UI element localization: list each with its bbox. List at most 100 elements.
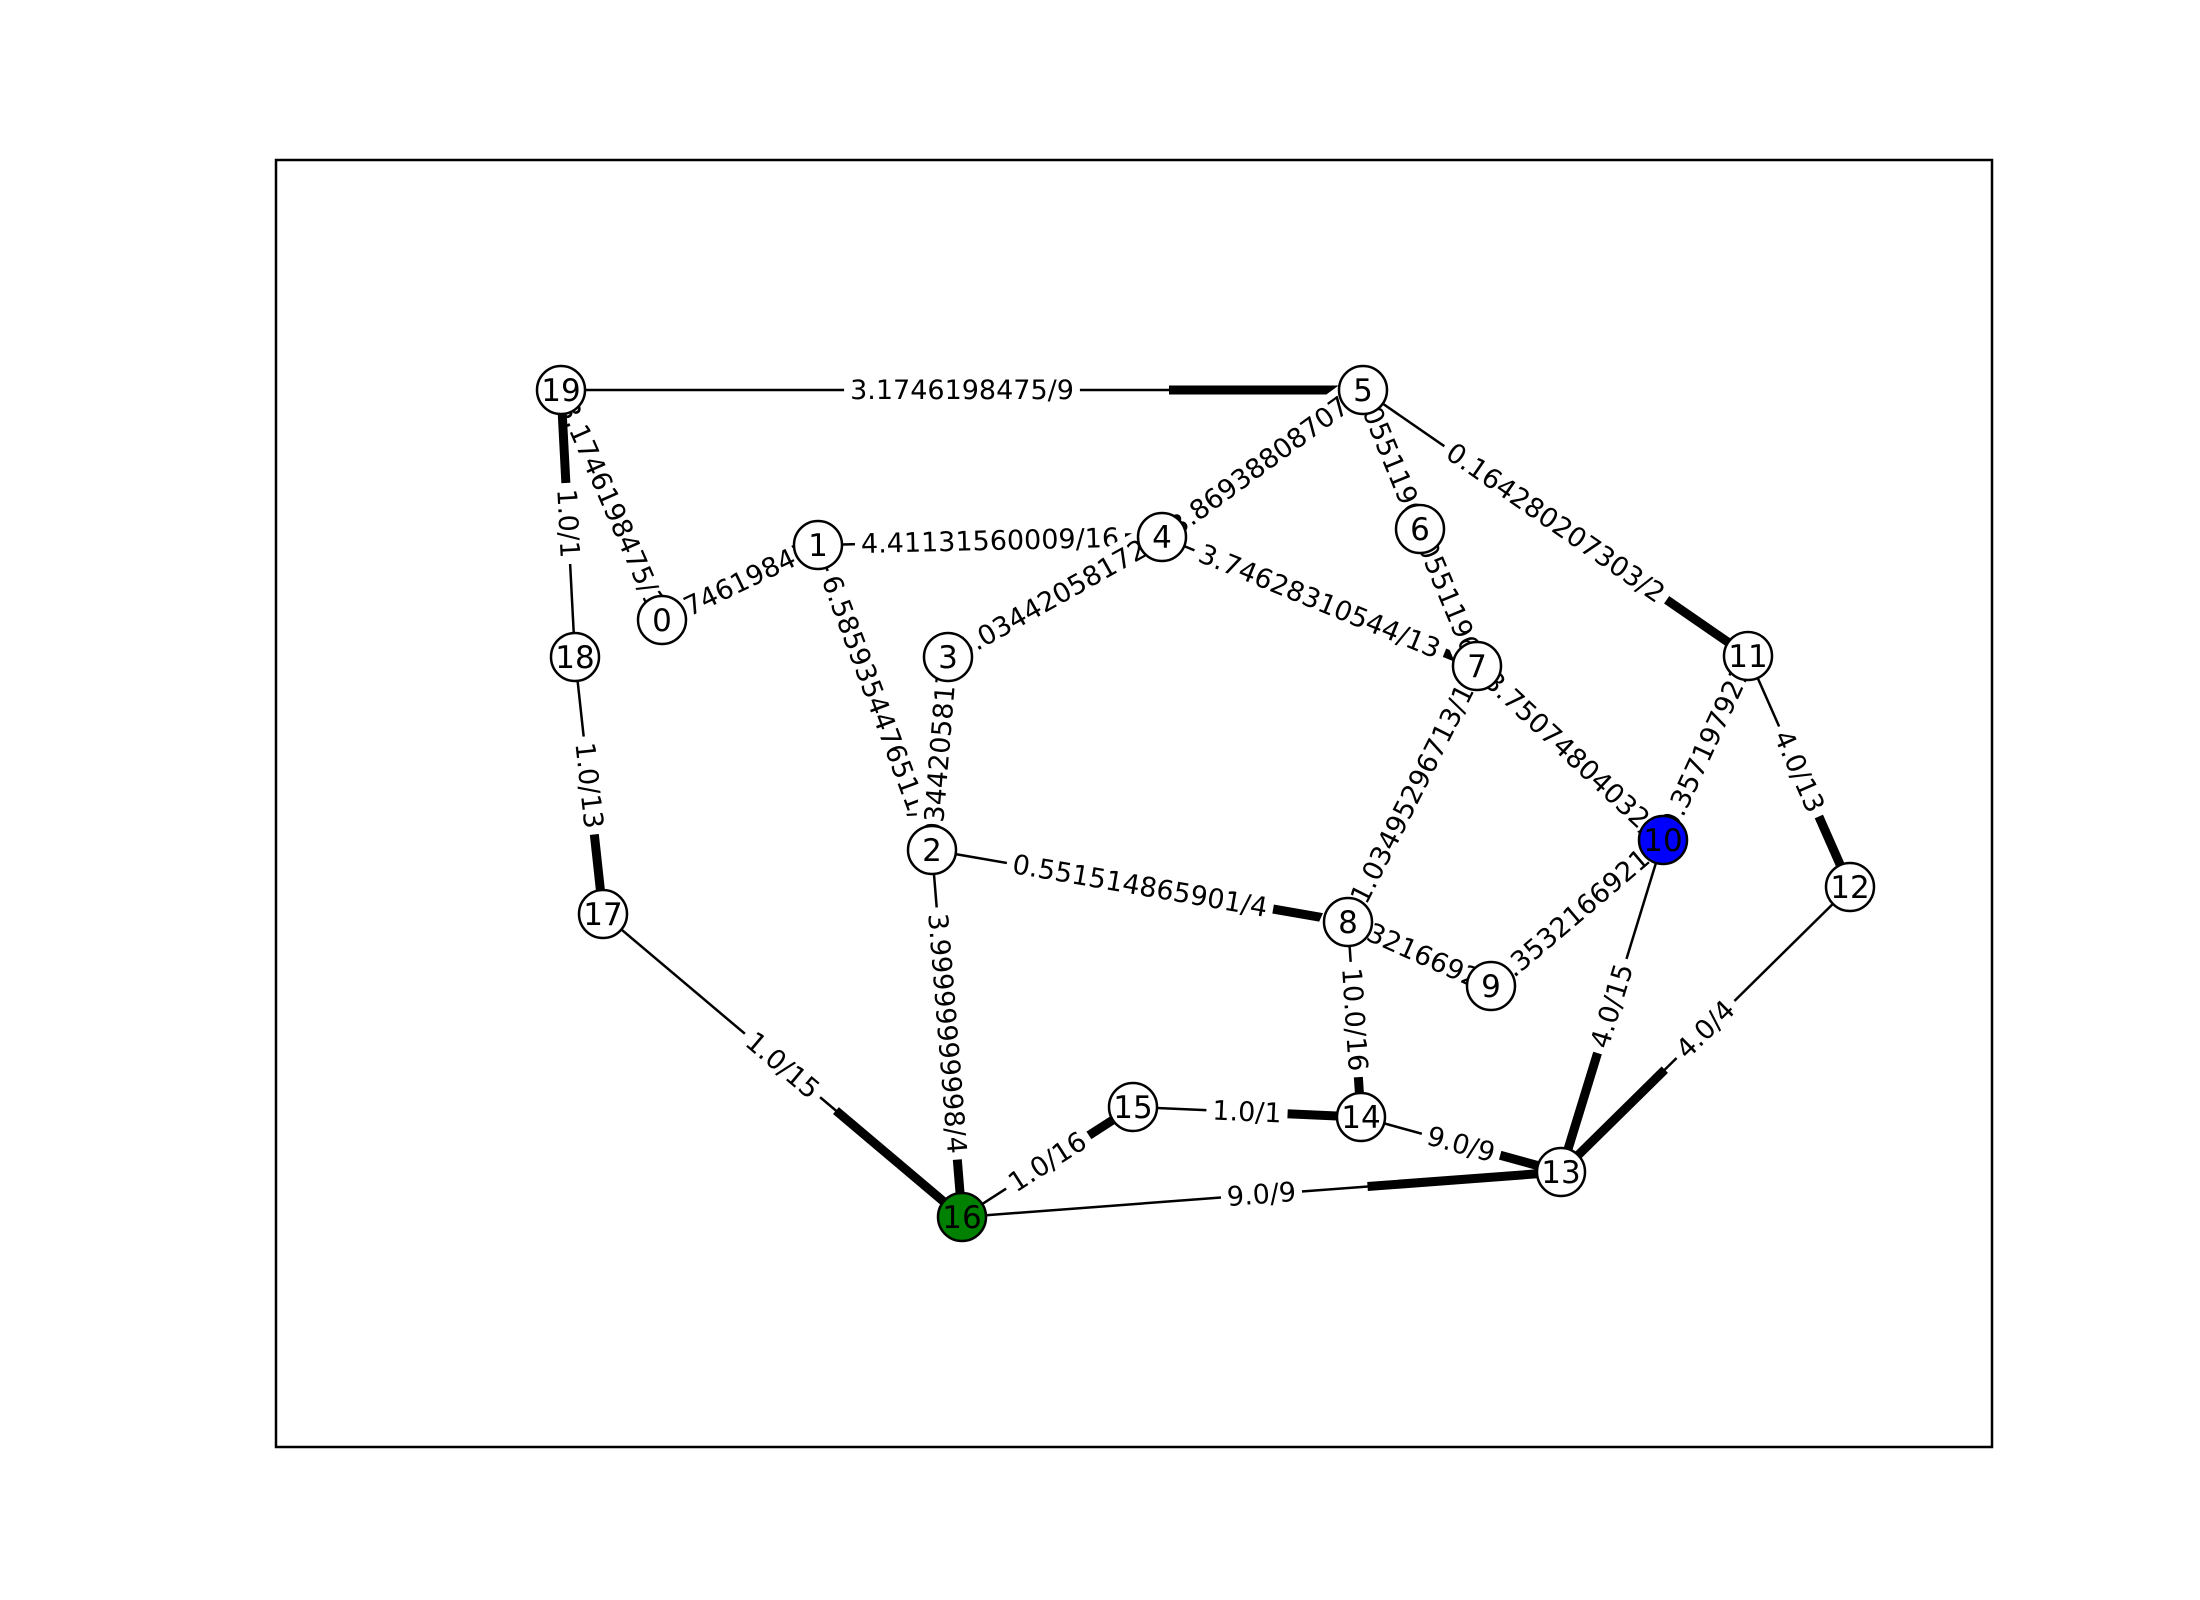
- edge-label: 0.164280207303/2: [1440, 437, 1670, 609]
- node-circle: [1722, 630, 1774, 682]
- edge-label-group: 4.0/15: [1580, 953, 1645, 1059]
- edge-label-group: 0.357197921: [1648, 653, 1764, 844]
- edge-label-background: [809, 564, 940, 832]
- edge-label-background: [844, 372, 1080, 409]
- node-label: 1: [808, 528, 828, 564]
- edge-label-background: [1187, 533, 1452, 671]
- node-label: 12: [1830, 870, 1869, 906]
- edge-label-group: 3.1746198475/9: [844, 372, 1080, 409]
- node-5: 5: [1337, 364, 1389, 416]
- edge-label-background: [1648, 653, 1764, 844]
- edge-label-background: [1156, 378, 1370, 549]
- node-label: 4: [1152, 520, 1172, 556]
- edge-label: 4.41131560009/16: [861, 523, 1120, 560]
- node-17: 17: [577, 888, 629, 940]
- edge-15-14: 1.0/1: [1156, 1092, 1338, 1133]
- edge-14-13: 9.0/9: [1383, 1116, 1540, 1174]
- edge-11-10: 0.357197921: [1648, 653, 1764, 844]
- node-label: 19: [541, 373, 580, 409]
- edge-label-background: [1470, 659, 1670, 849]
- node-15: 15: [1107, 1081, 1159, 1133]
- edge-label: 0.357197921: [1654, 660, 1758, 837]
- edge-label-group: 0.551514865901/4: [1003, 845, 1277, 928]
- node-0: 0: [636, 594, 688, 646]
- edge-label-background: [854, 519, 1126, 564]
- edge-label: 1.03495296713/1: [1345, 680, 1481, 909]
- node-18: 18: [549, 631, 601, 683]
- edge-label-background: [1331, 960, 1377, 1079]
- edge-18-19: 1.0/1: [546, 413, 589, 634]
- node-3: 3: [922, 631, 974, 683]
- edge-19-5: 3.1746198475/9: [585, 372, 1339, 409]
- edge-4-5: 3.86938808707/: [1156, 378, 1370, 549]
- node-circle: [535, 364, 587, 416]
- edge-label-background: [1663, 988, 1748, 1072]
- node-circle: [1535, 1146, 1587, 1198]
- node-label: 18: [555, 640, 594, 676]
- node-circle: [636, 594, 688, 646]
- node-circle: [1107, 1081, 1159, 1133]
- node-circle: [549, 631, 601, 683]
- edge-label-group: 9.0/9: [1219, 1173, 1304, 1217]
- edge-7-8: 1.03495296713/1: [1339, 672, 1487, 916]
- node-label: 0: [652, 603, 672, 639]
- node-circle: [577, 888, 629, 940]
- edge-label-background: [996, 1120, 1100, 1205]
- node-7: 7: [1451, 640, 1503, 692]
- node-11: 11: [1722, 630, 1774, 682]
- node-label: 5: [1353, 373, 1373, 409]
- edge-label-group: 1.03495296713/1: [1339, 672, 1487, 916]
- node-label: 13: [1541, 1155, 1580, 1191]
- node-label: 8: [1338, 905, 1358, 941]
- edge-label-group: 1.0/15: [732, 1020, 832, 1112]
- edge-label-group: 9.0/9: [1416, 1116, 1505, 1174]
- node-19: 19: [535, 364, 587, 416]
- node-label: 2: [922, 833, 942, 869]
- edge-label-group: 1.0/16: [996, 1120, 1100, 1205]
- edge-label-background: [1340, 371, 1442, 548]
- node-label: 17: [583, 897, 622, 933]
- edge-label: 4.0/13: [1767, 726, 1830, 818]
- edge-label-background: [1478, 825, 1676, 1001]
- node-2: 2: [906, 824, 958, 876]
- node-label: 7: [1467, 649, 1487, 685]
- node-circle: [1637, 814, 1689, 866]
- edge-label-group: 3.75074804032/: [1470, 659, 1670, 849]
- node-label: 11: [1728, 639, 1767, 675]
- edge-label: 6.5859354476511/: [815, 571, 935, 825]
- node-circle: [1335, 1091, 1387, 1143]
- edge-16-15: 1.0/16: [981, 1116, 1116, 1206]
- node-circle: [1451, 640, 1503, 692]
- edge-label-background: [1003, 845, 1277, 928]
- edge-direction-bar: [1367, 1169, 1538, 1192]
- node-6: 6: [1394, 503, 1446, 555]
- edge-17-16: 1.0/15: [620, 928, 947, 1205]
- edge-label-background: [917, 905, 976, 1162]
- node-8: 8: [1322, 896, 1374, 948]
- edge-label-background: [912, 633, 969, 873]
- node-circle: [1136, 511, 1188, 563]
- node-label: 10: [1643, 823, 1682, 859]
- edge-16-13: 9.0/9: [985, 1169, 1538, 1217]
- node-circle: [792, 519, 844, 571]
- edge-7-10: 3.75074804032/: [1470, 659, 1670, 849]
- edge-label-group: 4.0/13: [1761, 719, 1836, 825]
- edge-label-background: [943, 523, 1168, 672]
- edge-label-background: [1433, 431, 1677, 616]
- edge-label: 1.0/1: [550, 488, 585, 559]
- node-circle: [1394, 503, 1446, 555]
- node-16: 16: [936, 1191, 988, 1243]
- edge-11-12: 4.0/13: [1756, 677, 1845, 867]
- edge-18-17: 1.0/13: [564, 680, 613, 891]
- edge-8-14: 10.0/16: [1331, 945, 1377, 1094]
- edge-label-group: 1.0/13: [564, 734, 613, 837]
- edge-label-group: 0.164280207303/2: [1433, 431, 1677, 616]
- node-circle: [1465, 960, 1517, 1012]
- edge-label: 10.0/16: [1335, 967, 1373, 1072]
- edge-label: 3.74628310544/13: [1194, 539, 1445, 666]
- edge-1-4: 4.41131560009/16: [841, 519, 1139, 564]
- node-9: 9: [1465, 960, 1517, 1012]
- node-13: 13: [1535, 1146, 1587, 1198]
